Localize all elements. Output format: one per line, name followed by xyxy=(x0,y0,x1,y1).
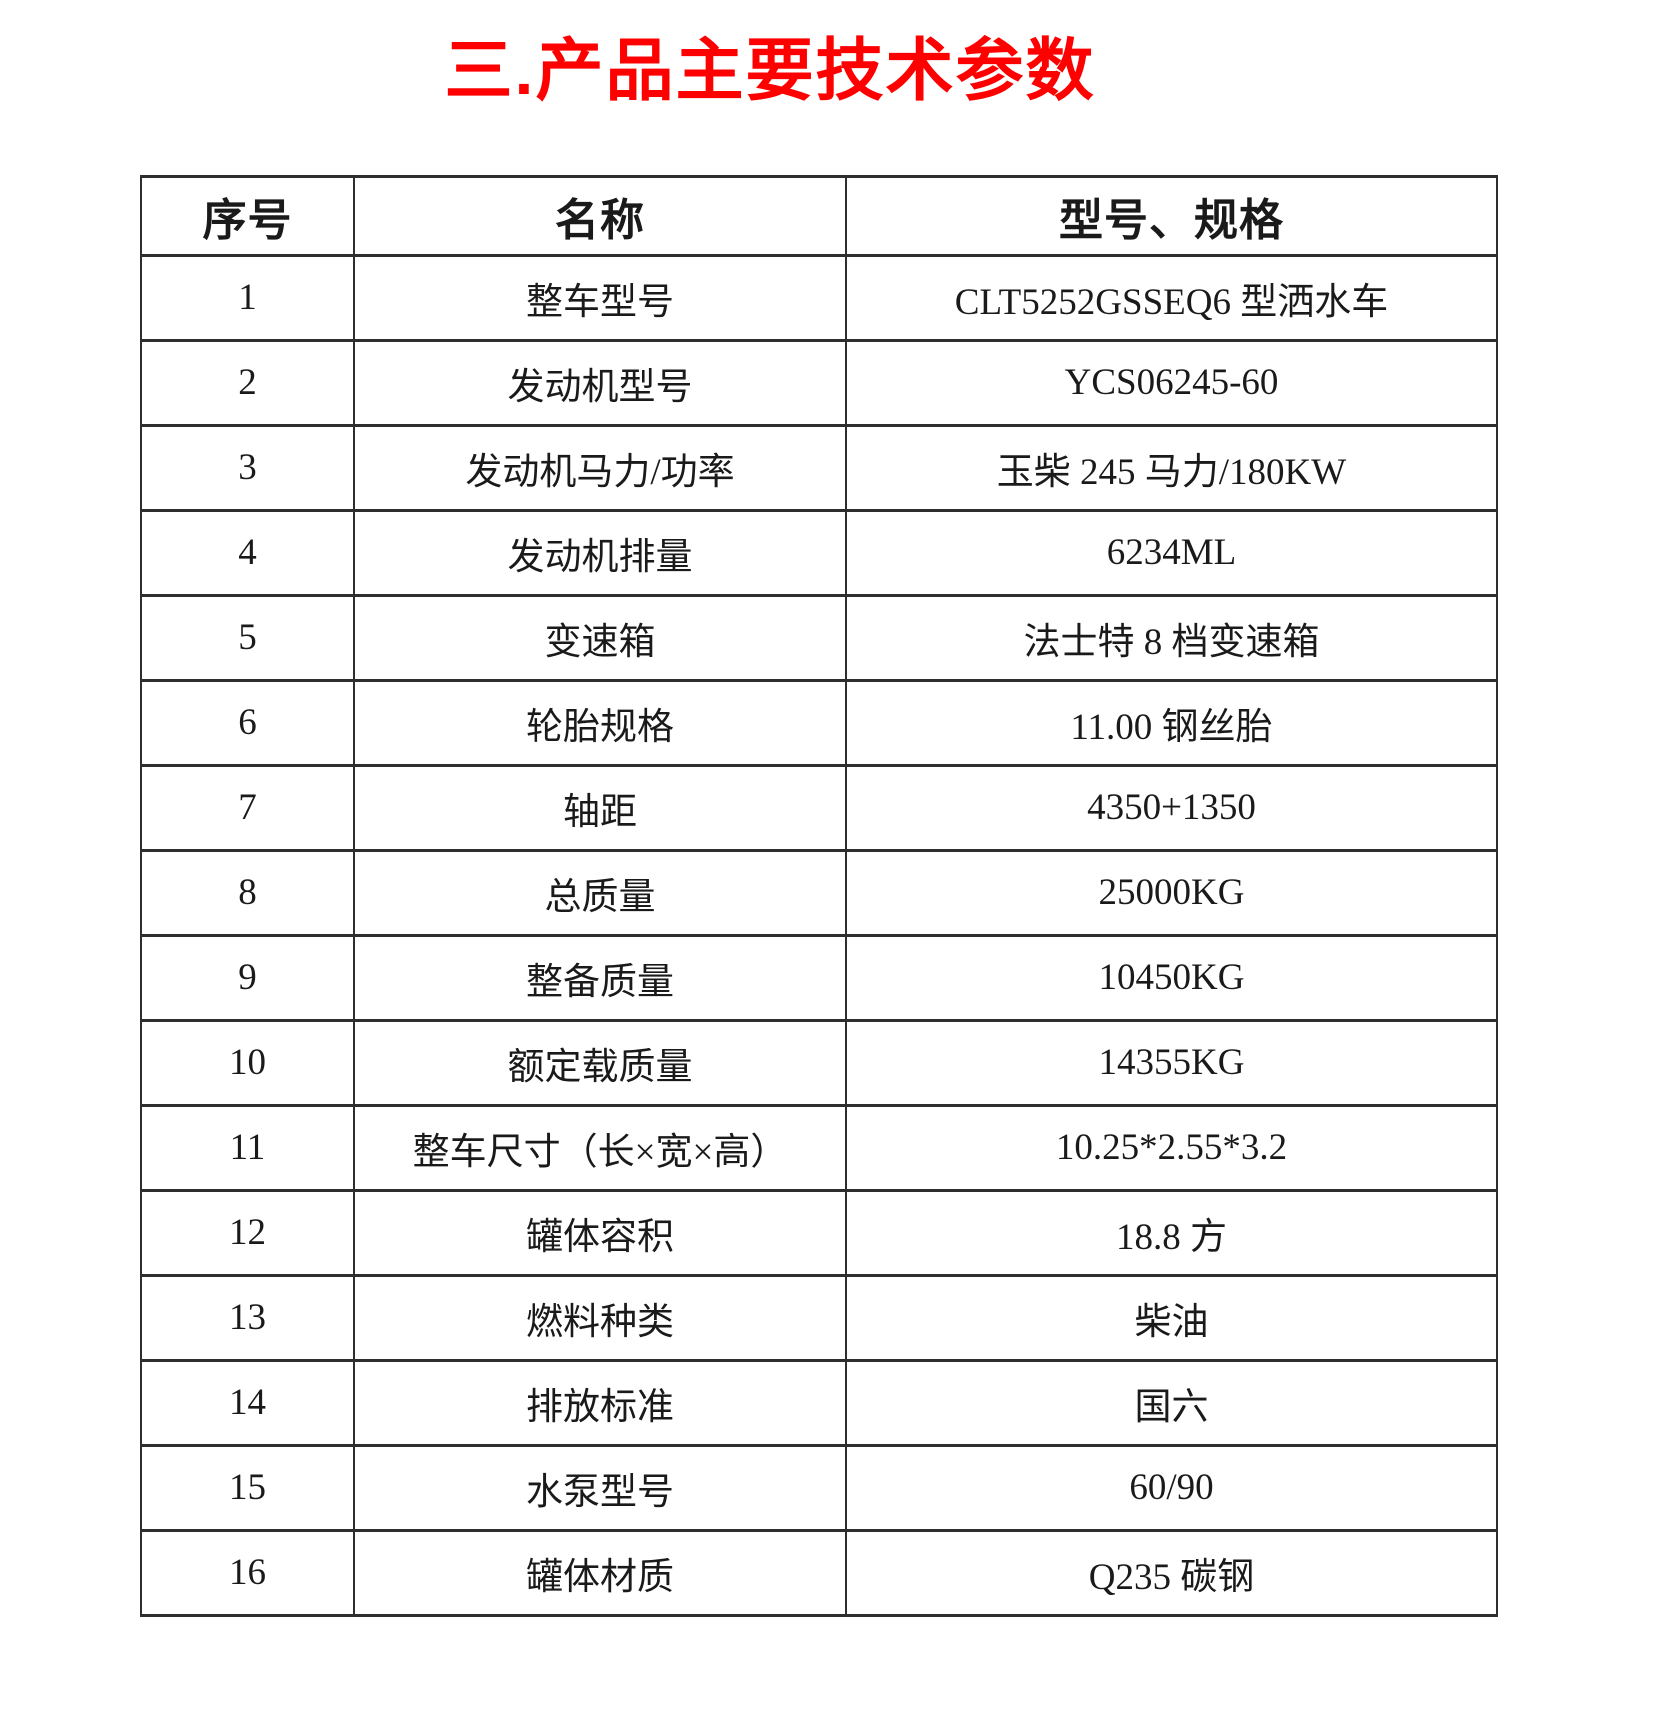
param-spec: 玉柴 245 马力/180KW xyxy=(845,423,1498,512)
table-row: 12 罐体容积 18.8 方 xyxy=(140,1188,1498,1277)
table-row: 15 水泵型号 60/90 xyxy=(140,1443,1498,1532)
table-row: 13 燃料种类 柴油 xyxy=(140,1273,1498,1362)
param-name: 排放标准 xyxy=(353,1358,847,1447)
row-index: 2 xyxy=(140,338,355,427)
table-row: 14 排放标准 国六 xyxy=(140,1358,1498,1447)
row-index: 6 xyxy=(140,678,355,767)
param-spec: 60/90 xyxy=(845,1443,1498,1532)
param-name: 整车尺寸（长×宽×高） xyxy=(353,1103,847,1192)
param-name: 轮胎规格 xyxy=(353,678,847,767)
param-name: 燃料种类 xyxy=(353,1273,847,1362)
param-name: 变速箱 xyxy=(353,593,847,682)
row-index: 1 xyxy=(140,253,355,342)
param-spec: 4350+1350 xyxy=(845,763,1498,852)
col-header-spec: 型号、规格 xyxy=(845,174,1498,257)
row-index: 15 xyxy=(140,1443,355,1532)
param-spec: 18.8 方 xyxy=(845,1188,1498,1277)
param-name: 整车型号 xyxy=(353,253,847,342)
param-name: 轴距 xyxy=(353,763,847,852)
table-row: 2 发动机型号 YCS06245-60 xyxy=(140,338,1498,427)
col-header-name: 名称 xyxy=(353,174,847,257)
table-row: 7 轴距 4350+1350 xyxy=(140,763,1498,852)
param-spec: Q235 碳钢 xyxy=(845,1528,1498,1617)
spec-table: 序号 名称 型号、规格 1 整车型号 CLT5252GSSEQ6 型洒水车 2 … xyxy=(140,174,1498,1617)
table-row: 16 罐体材质 Q235 碳钢 xyxy=(140,1528,1498,1617)
col-header-index: 序号 xyxy=(140,174,355,257)
param-name: 罐体容积 xyxy=(353,1188,847,1277)
row-index: 5 xyxy=(140,593,355,682)
row-index: 16 xyxy=(140,1528,355,1617)
table-row: 10 额定载质量 14355KG xyxy=(140,1018,1498,1107)
table-row: 9 整备质量 10450KG xyxy=(140,933,1498,1022)
param-name: 总质量 xyxy=(353,848,847,937)
table-row: 11 整车尺寸（长×宽×高） 10.25*2.55*3.2 xyxy=(140,1103,1498,1192)
row-index: 8 xyxy=(140,848,355,937)
row-index: 10 xyxy=(140,1018,355,1107)
param-spec: 11.00 钢丝胎 xyxy=(845,678,1498,767)
table-row: 1 整车型号 CLT5252GSSEQ6 型洒水车 xyxy=(140,253,1498,342)
row-index: 12 xyxy=(140,1188,355,1277)
param-spec: 10450KG xyxy=(845,933,1498,1022)
table-row: 5 变速箱 法士特 8 档变速箱 xyxy=(140,593,1498,682)
row-index: 14 xyxy=(140,1358,355,1447)
param-name: 水泵型号 xyxy=(353,1443,847,1532)
param-name: 发动机马力/功率 xyxy=(353,423,847,512)
param-name: 罐体材质 xyxy=(353,1528,847,1617)
spec-table-body: 1 整车型号 CLT5252GSSEQ6 型洒水车 2 发动机型号 YCS062… xyxy=(140,253,1498,1617)
page-title: 三.产品主要技术参数 xyxy=(444,33,1096,109)
param-spec: 国六 xyxy=(845,1358,1498,1447)
param-spec: 6234ML xyxy=(845,508,1498,597)
param-spec: 14355KG xyxy=(845,1018,1498,1107)
param-name: 发动机排量 xyxy=(353,508,847,597)
spec-table-header: 序号 名称 型号、规格 xyxy=(140,174,1498,257)
param-spec: 25000KG xyxy=(845,848,1498,937)
param-name: 发动机型号 xyxy=(353,338,847,427)
table-row: 3 发动机马力/功率 玉柴 245 马力/180KW xyxy=(140,423,1498,512)
param-spec: CLT5252GSSEQ6 型洒水车 xyxy=(845,253,1498,342)
row-index: 9 xyxy=(140,933,355,1022)
row-index: 7 xyxy=(140,763,355,852)
row-index: 11 xyxy=(140,1103,355,1192)
header-row: 序号 名称 型号、规格 xyxy=(140,174,1498,257)
row-index: 4 xyxy=(140,508,355,597)
table-row: 8 总质量 25000KG xyxy=(140,848,1498,937)
param-name: 额定载质量 xyxy=(353,1018,847,1107)
param-spec: 柴油 xyxy=(845,1273,1498,1362)
table-row: 4 发动机排量 6234ML xyxy=(140,508,1498,597)
param-spec: 法士特 8 档变速箱 xyxy=(845,593,1498,682)
table-row: 6 轮胎规格 11.00 钢丝胎 xyxy=(140,678,1498,767)
row-index: 13 xyxy=(140,1273,355,1362)
param-spec: YCS06245-60 xyxy=(845,338,1498,427)
param-name: 整备质量 xyxy=(353,933,847,1022)
param-spec: 10.25*2.55*3.2 xyxy=(845,1103,1498,1192)
row-index: 3 xyxy=(140,423,355,512)
